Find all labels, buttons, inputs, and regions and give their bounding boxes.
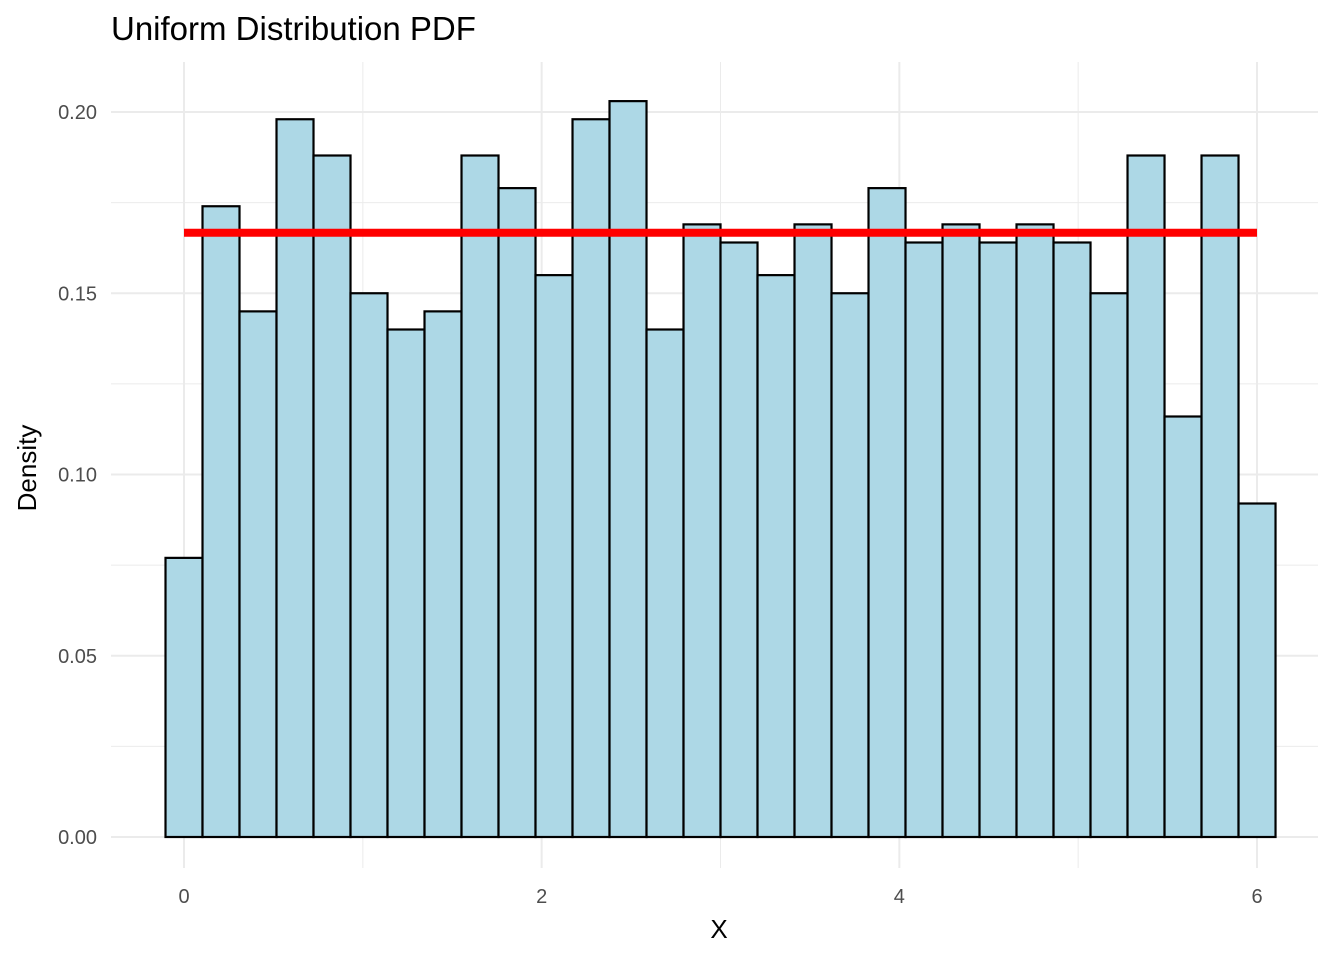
histogram-bar (1200, 154, 1240, 839)
histogram-bar (1089, 292, 1129, 839)
histogram-bar (497, 187, 537, 839)
x-tick-label: 4 (894, 886, 905, 908)
chart-title: Uniform Distribution PDF (111, 10, 476, 47)
histogram-bar (793, 223, 833, 839)
histogram-bar (941, 223, 981, 839)
histogram-bar (682, 223, 722, 839)
histogram-bar (386, 328, 426, 839)
histogram-bar (312, 154, 352, 839)
histogram-bar (1237, 502, 1277, 839)
y-tick-label: 0.05 (58, 646, 97, 668)
histogram-bars (164, 100, 1277, 839)
y-tick-label: 0.15 (58, 283, 97, 305)
histogram-bar (201, 205, 241, 839)
histogram-bar (423, 310, 463, 839)
y-tick-label: 0.20 (58, 102, 97, 124)
histogram-bar (349, 292, 389, 839)
x-tick-label: 2 (536, 886, 547, 908)
histogram-bar (1126, 154, 1166, 839)
x-tick-label: 0 (178, 886, 189, 908)
histogram-bar (904, 241, 944, 839)
histogram-bar (534, 274, 574, 839)
histogram-bar (756, 274, 796, 839)
histogram-bar (275, 118, 315, 839)
histogram-bar (608, 100, 648, 839)
histogram-bar (645, 328, 685, 839)
histogram-bar (164, 556, 204, 839)
y-tick-label: 0.10 (58, 465, 97, 487)
histogram-bar (571, 118, 611, 839)
histogram-bar (1015, 223, 1055, 839)
histogram-bar (238, 310, 278, 839)
y-tick-label: 0.00 (58, 827, 97, 849)
histogram-bar (1052, 241, 1092, 839)
x-axis-title: X (710, 914, 727, 944)
histogram-bar (867, 187, 907, 839)
y-axis-title: Density (12, 425, 42, 512)
y-axis-ticks: 0.00 0.05 0.10 0.15 0.20 (58, 102, 97, 849)
histogram-bar (1163, 415, 1203, 839)
histogram-bar (978, 241, 1018, 839)
histogram-bar (460, 154, 500, 839)
histogram-bar (719, 241, 759, 839)
x-tick-label: 6 (1251, 886, 1262, 908)
histogram-bar (830, 292, 870, 839)
x-axis-ticks: 0 2 4 6 (178, 886, 1262, 908)
